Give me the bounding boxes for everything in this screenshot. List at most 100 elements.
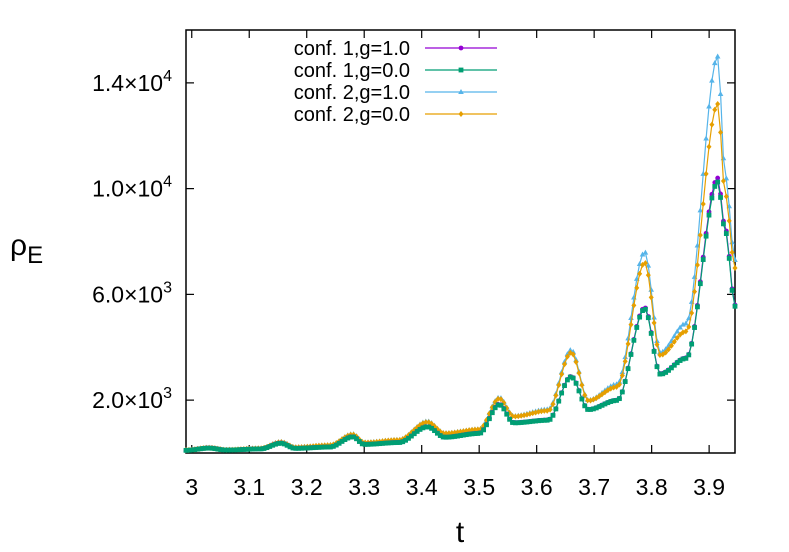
series-marker	[437, 433, 443, 438]
series-marker	[669, 365, 674, 371]
series-marker	[714, 53, 721, 59]
series-marker	[619, 372, 625, 379]
series-marker	[224, 447, 229, 453]
plot-frame	[185, 29, 736, 454]
series-marker	[576, 370, 582, 377]
series-marker	[536, 418, 541, 424]
series-marker	[342, 437, 348, 442]
series-marker	[697, 232, 703, 239]
series-marker	[440, 434, 446, 440]
series-marker	[562, 383, 567, 389]
series-marker	[544, 417, 550, 423]
series-marker	[570, 375, 576, 381]
series-marker	[250, 446, 255, 452]
series-marker	[709, 195, 715, 201]
series-marker	[700, 201, 706, 208]
series-marker	[469, 431, 475, 437]
y-tick-exponent: 3	[163, 279, 172, 296]
series-marker	[585, 407, 591, 412]
series-marker	[559, 390, 565, 396]
series-marker	[645, 262, 652, 268]
series-marker	[478, 430, 484, 436]
series-marker	[582, 392, 588, 399]
legend-marker	[458, 111, 464, 117]
series-marker	[512, 413, 518, 420]
legend-label: conf. 1,g=1.0	[294, 38, 410, 60]
series-marker	[703, 170, 709, 177]
series-marker	[616, 378, 623, 384]
series-marker	[723, 193, 729, 200]
series-marker	[585, 397, 591, 404]
series-marker	[203, 445, 209, 451]
x-tick-label: 3.7	[578, 474, 610, 500]
series-marker	[414, 429, 420, 434]
series-marker	[637, 270, 643, 277]
series-marker	[616, 381, 622, 388]
x-axis-label: t	[456, 516, 465, 549]
series-marker	[273, 441, 278, 447]
series-marker	[403, 437, 408, 443]
series-marker	[666, 346, 672, 353]
series-marker	[527, 419, 533, 425]
series-marker	[671, 362, 677, 368]
series-marker	[362, 442, 368, 447]
series-marker	[513, 420, 518, 426]
series-marker	[617, 396, 622, 402]
series-marker	[539, 418, 544, 423]
series-marker	[631, 302, 637, 309]
legend-label: conf. 2,g=1.0	[294, 82, 410, 104]
series-marker	[565, 377, 570, 383]
series-marker	[637, 314, 643, 320]
series-marker	[556, 382, 562, 389]
series-marker	[322, 444, 328, 450]
series-marker	[533, 418, 539, 424]
series-marker	[720, 177, 726, 184]
series-marker	[296, 445, 302, 451]
legend-marker	[458, 45, 464, 51]
series-marker	[359, 441, 365, 447]
series-marker	[495, 395, 501, 402]
series-marker	[619, 389, 625, 395]
series-marker	[252, 446, 258, 452]
series-marker	[244, 446, 250, 452]
series-marker	[504, 411, 510, 417]
series-marker	[605, 400, 611, 406]
series-marker	[417, 427, 423, 432]
series-marker	[391, 440, 397, 446]
series-marker	[651, 319, 657, 326]
series-marker	[287, 444, 293, 450]
series-marker	[420, 425, 426, 431]
series-marker	[209, 445, 215, 451]
y-axis-label-sub: E	[27, 242, 43, 269]
series-marker	[559, 371, 565, 378]
series-marker	[455, 433, 461, 439]
series-marker	[466, 431, 472, 437]
series-marker	[255, 446, 261, 452]
series-marker	[645, 272, 651, 279]
legend-label: conf. 1,g=0.0	[294, 60, 410, 82]
series-marker	[703, 233, 709, 239]
x-tick-label: 3.5	[463, 474, 495, 500]
series-marker	[397, 440, 403, 445]
series-marker	[510, 420, 515, 425]
series-marker	[434, 430, 440, 436]
series-marker	[567, 347, 574, 353]
series-marker	[663, 349, 669, 356]
series-marker	[460, 432, 466, 438]
series-marker	[449, 434, 455, 440]
series-marker	[686, 352, 692, 358]
series-marker	[625, 335, 631, 341]
series-marker	[192, 447, 198, 453]
series-marker	[183, 447, 189, 453]
series-4	[183, 101, 738, 454]
series-marker	[475, 431, 481, 436]
series-marker	[692, 325, 697, 330]
series-marker	[426, 424, 432, 430]
series-marker	[218, 447, 224, 453]
series-marker	[677, 324, 683, 330]
series-marker	[495, 402, 501, 408]
series-marker	[400, 439, 406, 445]
series-marker	[625, 340, 631, 347]
series-marker	[411, 431, 417, 437]
